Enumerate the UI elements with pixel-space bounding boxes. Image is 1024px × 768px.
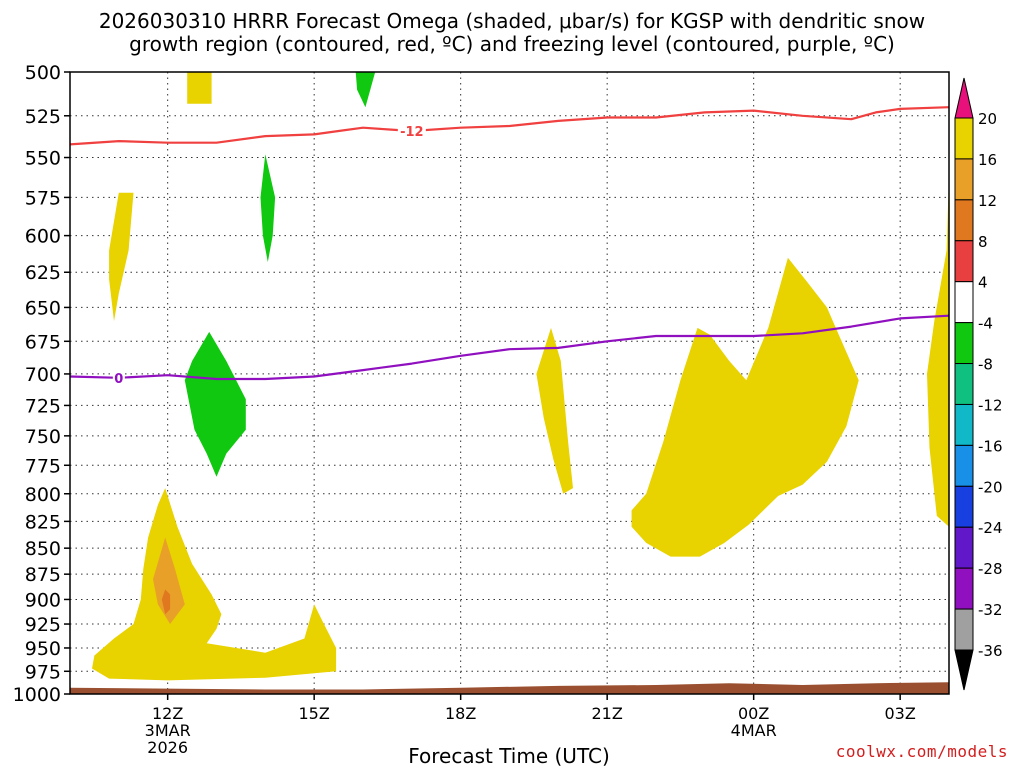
y-tick-label: 575 — [25, 187, 61, 209]
y-tick-label: 975 — [25, 661, 61, 683]
colorbar-swatch — [954, 363, 974, 405]
contour-line-0 — [69, 314, 950, 381]
y-tick-label: 875 — [25, 564, 61, 586]
colorbar-label: -28 — [978, 560, 1003, 578]
omega-region-pos12 — [161, 589, 171, 615]
x-axis-label: Forecast Time (UTC) — [408, 744, 610, 768]
colorbar-label: -24 — [978, 519, 1003, 537]
colorbar-label: -12 — [978, 396, 1003, 414]
y-tick-label: 625 — [25, 262, 61, 284]
x-tick-label: 4MAR — [731, 721, 777, 740]
x-tick-label: 03Z — [885, 704, 916, 723]
colorbar-label: -36 — [978, 642, 1003, 660]
y-tick-label: 850 — [25, 538, 61, 560]
plot-frame — [69, 71, 950, 695]
contour-lines: -12 0 — [69, 106, 950, 387]
colorbar-label: -4 — [978, 315, 993, 333]
y-tick-label: 825 — [25, 511, 61, 533]
colorbar-swatch — [954, 403, 974, 446]
contour-label-bg — [112, 370, 125, 385]
ground-layer — [70, 682, 949, 694]
y-tick-label: 925 — [25, 614, 61, 636]
y-tick-label: 700 — [25, 364, 61, 386]
x-tick-label: 2026 — [147, 738, 188, 757]
y-tick-label: 550 — [25, 148, 61, 170]
y-tick-label: 750 — [25, 426, 61, 448]
x-tick-label: 18Z — [445, 704, 476, 723]
colorbar-swatch — [954, 444, 974, 487]
contour-label: -12 — [400, 125, 424, 140]
colorbar-label: -8 — [978, 356, 993, 374]
y-tick-label: 800 — [25, 484, 61, 506]
y-tick-label: 1000 — [13, 684, 61, 706]
colorbar-swatch — [954, 567, 974, 610]
omega-region-pos4 — [92, 488, 337, 681]
y-tick-label: 500 — [25, 62, 61, 84]
y-tick-label: 600 — [25, 226, 61, 248]
x-tick-label: 00Z — [738, 704, 769, 723]
y-tick-label: 525 — [25, 106, 61, 128]
y-tick-label: 650 — [25, 297, 61, 319]
omega-region-neg4 — [260, 154, 276, 263]
omega-region-pos4 — [109, 192, 134, 322]
colorbar-label: 8 — [978, 233, 988, 251]
omega-region-pos4 — [536, 327, 573, 494]
colorbar-swatch — [954, 158, 974, 201]
x-tick-label: 15Z — [299, 704, 330, 723]
colorbar-label: 4 — [978, 274, 988, 292]
ground-surface — [70, 682, 949, 694]
colorbar-swatch — [954, 281, 974, 324]
contour-line-neg12 — [69, 106, 950, 146]
x-tick-label: 21Z — [592, 704, 623, 723]
colorbar-top-arrow — [954, 77, 974, 119]
colorbar-bottom-arrow — [954, 649, 974, 691]
colorbar-swatch — [954, 322, 974, 365]
contour-label: 0 — [114, 372, 123, 387]
chart-title-line-2: growth region (contoured, red, ºC) and f… — [129, 32, 895, 56]
colorbar-swatch — [954, 240, 974, 283]
colorbar-label: 12 — [978, 192, 997, 210]
y-tick-label: 725 — [25, 395, 61, 417]
colorbar-swatch — [954, 117, 974, 160]
colorbar-label: 20 — [978, 110, 997, 128]
colorbar-legend: 20 16 12 8 4 -4 -8 -12 -16 -20 -24 -28 -32 -36 — [954, 77, 1003, 691]
contour-label-bg — [397, 124, 426, 139]
omega-region-pos4 — [927, 173, 949, 527]
colorbar-swatch — [954, 608, 974, 651]
omega-region-pos4 — [187, 72, 212, 104]
y-tick-label: 675 — [25, 331, 61, 353]
y-tick-label: 775 — [25, 455, 61, 477]
site-credit: coolwx.com/models — [835, 742, 1008, 761]
colorbar-swatch — [954, 199, 974, 242]
omega-region-neg4 — [355, 72, 376, 108]
y-tick-label: 950 — [25, 638, 61, 660]
colorbar-label: -32 — [978, 601, 1003, 619]
chart-title-line-1: 2026030310 HRRR Forecast Omega (shaded, … — [98, 9, 926, 33]
x-tick-label: 12Z — [152, 704, 183, 723]
omega-region-neg4 — [184, 331, 246, 477]
x-tick-label: 3MAR — [145, 721, 191, 740]
omega-region-pos8 — [153, 537, 185, 624]
y-tick-label: 900 — [25, 589, 61, 611]
colorbar-swatch — [954, 485, 974, 528]
colorbar-label: 16 — [978, 151, 997, 169]
colorbar-label: -16 — [978, 437, 1003, 455]
colorbar-label: -20 — [978, 478, 1003, 496]
y-axis-ticks: 500 525 550 575 600 625 650 675 700 725 750 775 800 8… — [13, 62, 70, 706]
colorbar-swatch — [954, 526, 974, 569]
